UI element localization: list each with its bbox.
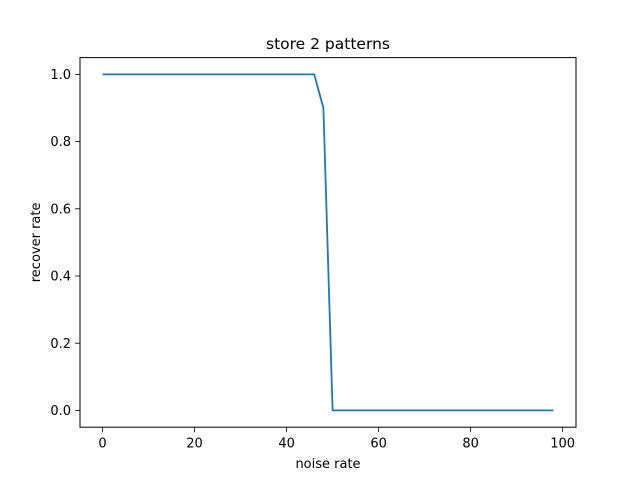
x-tick-label: 60 (370, 437, 387, 452)
x-axis-label: noise rate (295, 457, 360, 472)
y-tick-label: 0.2 (50, 337, 71, 352)
axes-frame (79, 57, 577, 428)
x-tick-label: 80 (462, 437, 479, 452)
y-tick-label: 0.4 (50, 270, 71, 285)
y-tick-label: 0.6 (50, 202, 71, 217)
series-line-0 (102, 73, 554, 412)
y-axis-label: recover rate (29, 203, 44, 283)
y-tick-label: 0.8 (50, 135, 71, 150)
x-tick-label: 40 (278, 437, 295, 452)
x-tick-label: 100 (550, 437, 575, 452)
chart-title: store 2 patterns (266, 35, 390, 53)
x-tick-label: 20 (186, 437, 203, 452)
y-tick-label: 0.0 (50, 404, 71, 419)
y-tick-label: 1.0 (50, 68, 71, 83)
x-tick-label: 0 (98, 437, 106, 452)
